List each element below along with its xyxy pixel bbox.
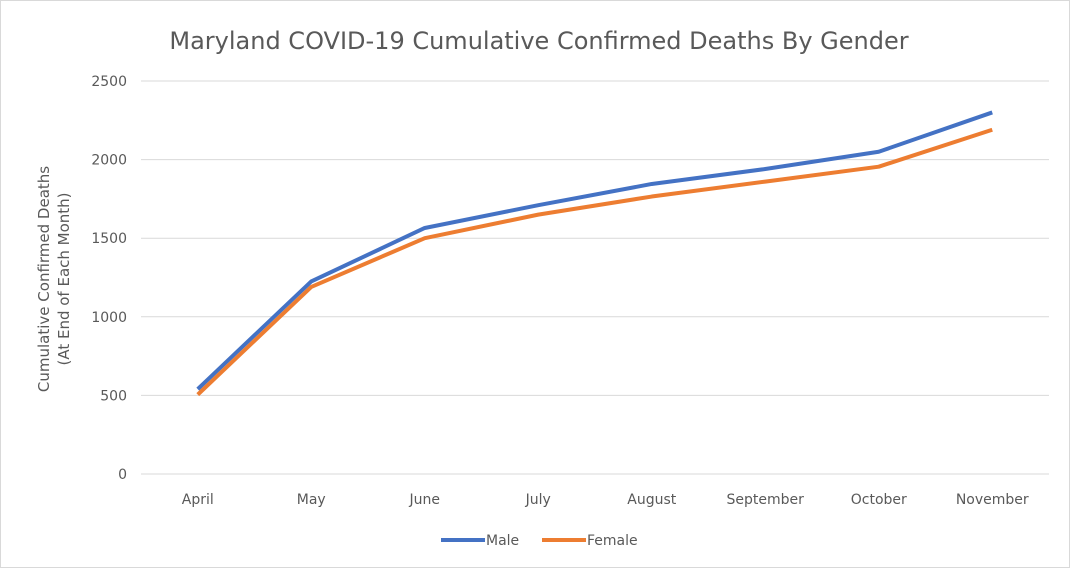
y-axis-title: Cumulative Confirmed Deaths (At End of E… <box>35 166 73 392</box>
x-tick-label: September <box>727 492 805 508</box>
x-axis-ticks: April May June July August September October No… <box>182 492 1029 508</box>
legend-item-female: Female <box>542 533 638 549</box>
y-axis-title-line-1: Cumulative Confirmed Deaths <box>35 166 53 392</box>
series-line-female <box>196 127 993 397</box>
y-tick-label: 500 <box>100 388 127 404</box>
x-tick-label: August <box>627 492 677 508</box>
y-tick-label: 2500 <box>91 74 127 90</box>
series-lines <box>196 110 993 397</box>
legend-label: Male <box>486 533 519 549</box>
x-tick-label: June <box>409 492 441 508</box>
y-tick-label: 1000 <box>91 310 127 326</box>
y-tick-label: 2000 <box>91 153 127 169</box>
x-tick-label: July <box>525 492 551 508</box>
x-tick-label: October <box>851 492 907 508</box>
x-tick-label: April <box>182 492 214 508</box>
y-tick-label: 0 <box>118 467 127 483</box>
legend: Male Female <box>441 533 638 549</box>
gridlines <box>141 80 1049 475</box>
legend-item-male: Male <box>441 533 519 549</box>
y-axis-title-line-2: (At End of Each Month) <box>55 192 73 365</box>
x-tick-label: November <box>956 492 1029 508</box>
chart-title: Maryland COVID-19 Cumulative Confirmed D… <box>169 27 908 55</box>
x-tick-label: May <box>297 492 326 508</box>
series-line-male <box>196 110 993 391</box>
legend-label: Female <box>587 533 638 549</box>
y-tick-label: 1500 <box>91 231 127 247</box>
y-axis-ticks: 0 500 1000 1500 2000 2500 <box>91 74 127 483</box>
